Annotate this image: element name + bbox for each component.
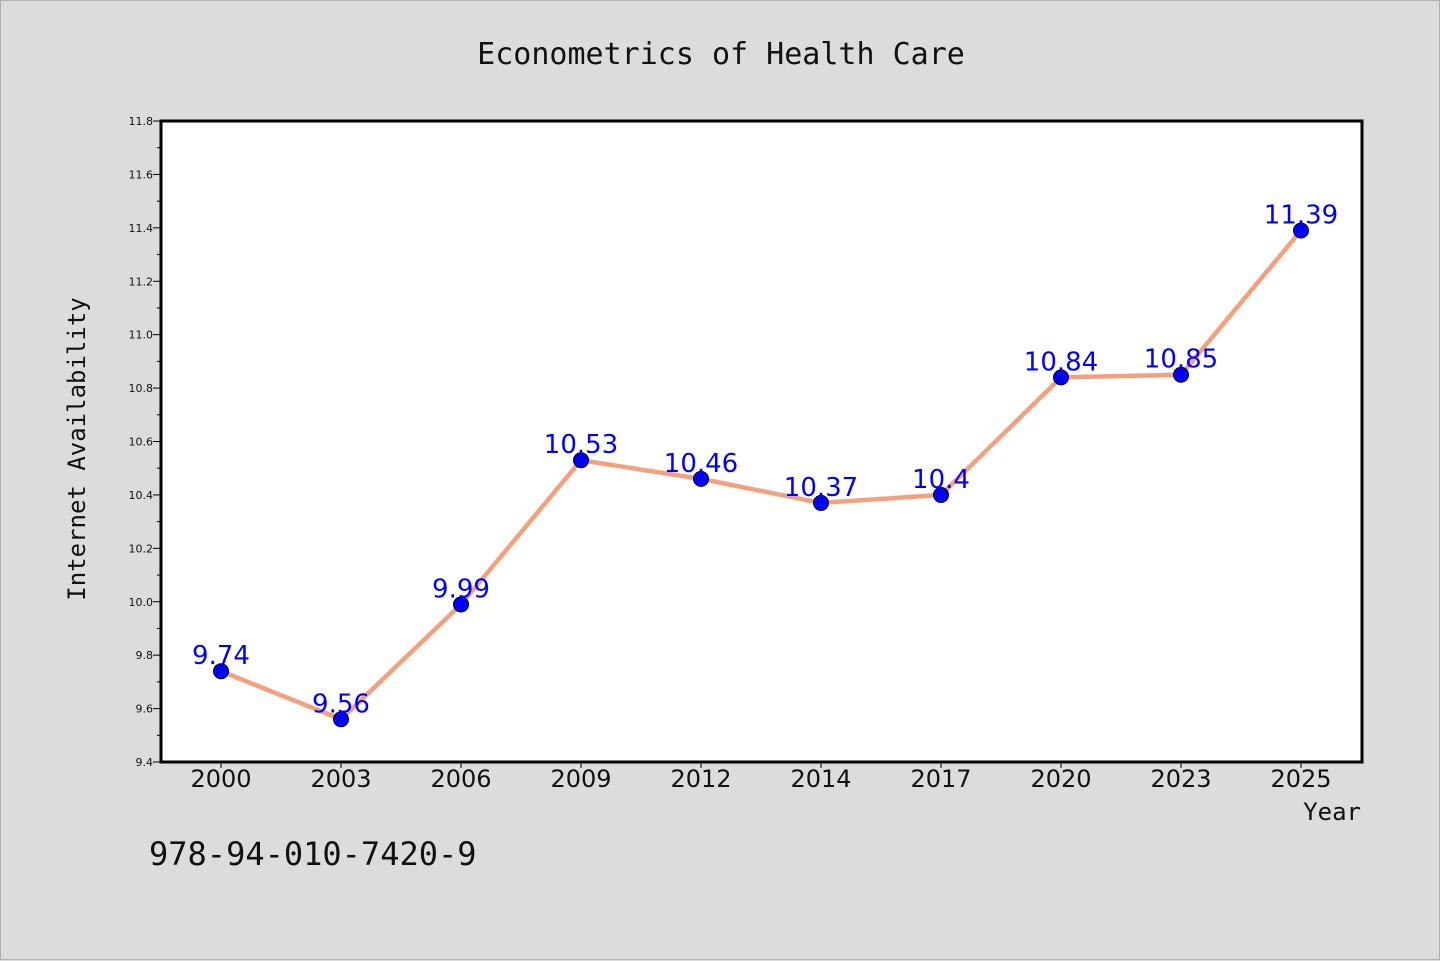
x-tick-label: 2017 <box>910 765 971 793</box>
y-tick-label: 10.8 <box>129 382 154 395</box>
y-tick-label: 10.4 <box>129 489 154 502</box>
y-tick-label: 10.2 <box>129 542 154 555</box>
y-tick-label: 11.0 <box>129 329 154 342</box>
x-tick-label: 2000 <box>190 765 251 793</box>
x-tick-label: 2025 <box>1270 765 1331 793</box>
y-tick-label: 9.8 <box>136 649 154 662</box>
x-axis-label: Year <box>1303 798 1361 826</box>
x-tick-label: 2023 <box>1150 765 1211 793</box>
data-point <box>1293 222 1309 239</box>
y-tick-label: 11.4 <box>129 222 154 235</box>
data-label: 10.53 <box>544 430 618 460</box>
isbn-text: 978-94-010-7420-9 <box>149 835 477 873</box>
y-axis-ticks: 9.4 9.6 9.8 10.0 10.2 10.4 10.6 10.8 11.0 11.2 11.… <box>129 115 161 769</box>
data-label: 10.4 <box>912 465 970 495</box>
x-tick-label: 2020 <box>1030 765 1091 793</box>
data-point <box>333 711 349 728</box>
x-tick-label: 2006 <box>430 765 491 793</box>
data-point <box>933 486 949 503</box>
data-point <box>813 494 829 511</box>
x-tick-label: 2014 <box>790 765 851 793</box>
data-point <box>1053 369 1069 386</box>
y-axis-label: Internet Availability <box>63 297 91 600</box>
data-point <box>453 596 469 613</box>
y-tick-label: 9.4 <box>136 756 154 769</box>
y-tick-label: 11.2 <box>129 275 154 288</box>
data-point <box>693 470 709 487</box>
series-line <box>218 228 1304 722</box>
x-tick-label: 2003 <box>310 765 371 793</box>
plot-area <box>161 121 1362 762</box>
x-tick-label: 2009 <box>550 765 611 793</box>
data-label: 9.99 <box>432 574 490 604</box>
y-tick-label: 10.0 <box>129 596 154 609</box>
data-point <box>213 663 229 680</box>
plot-border <box>159 119 1364 764</box>
data-label: 10.84 <box>1024 347 1098 377</box>
data-point <box>1173 366 1189 383</box>
data-label: 9.74 <box>192 641 250 671</box>
data-label: 10.85 <box>1144 345 1218 375</box>
y-tick-label: 11.8 <box>129 115 154 128</box>
data-series: 9.74 9.56 9.99 10.53 10.46 10.37 10.4 10.84 10.8… <box>192 201 1338 728</box>
x-axis-ticks: 2000 2003 2006 2009 2012 2014 2017 2020 2023 2025 <box>190 762 1332 793</box>
data-label: 9.56 <box>312 689 370 719</box>
x-tick-label: 2012 <box>670 765 731 793</box>
y-tick-label: 11.6 <box>129 168 154 181</box>
data-point <box>573 452 589 469</box>
y-tick-label: 10.6 <box>129 436 154 449</box>
chart-title: Econometrics of Health Care <box>477 37 965 72</box>
y-tick-label: 9.6 <box>136 703 154 716</box>
data-label: 11.39 <box>1264 201 1338 231</box>
data-label: 10.46 <box>664 449 738 479</box>
data-label: 10.37 <box>784 473 858 503</box>
